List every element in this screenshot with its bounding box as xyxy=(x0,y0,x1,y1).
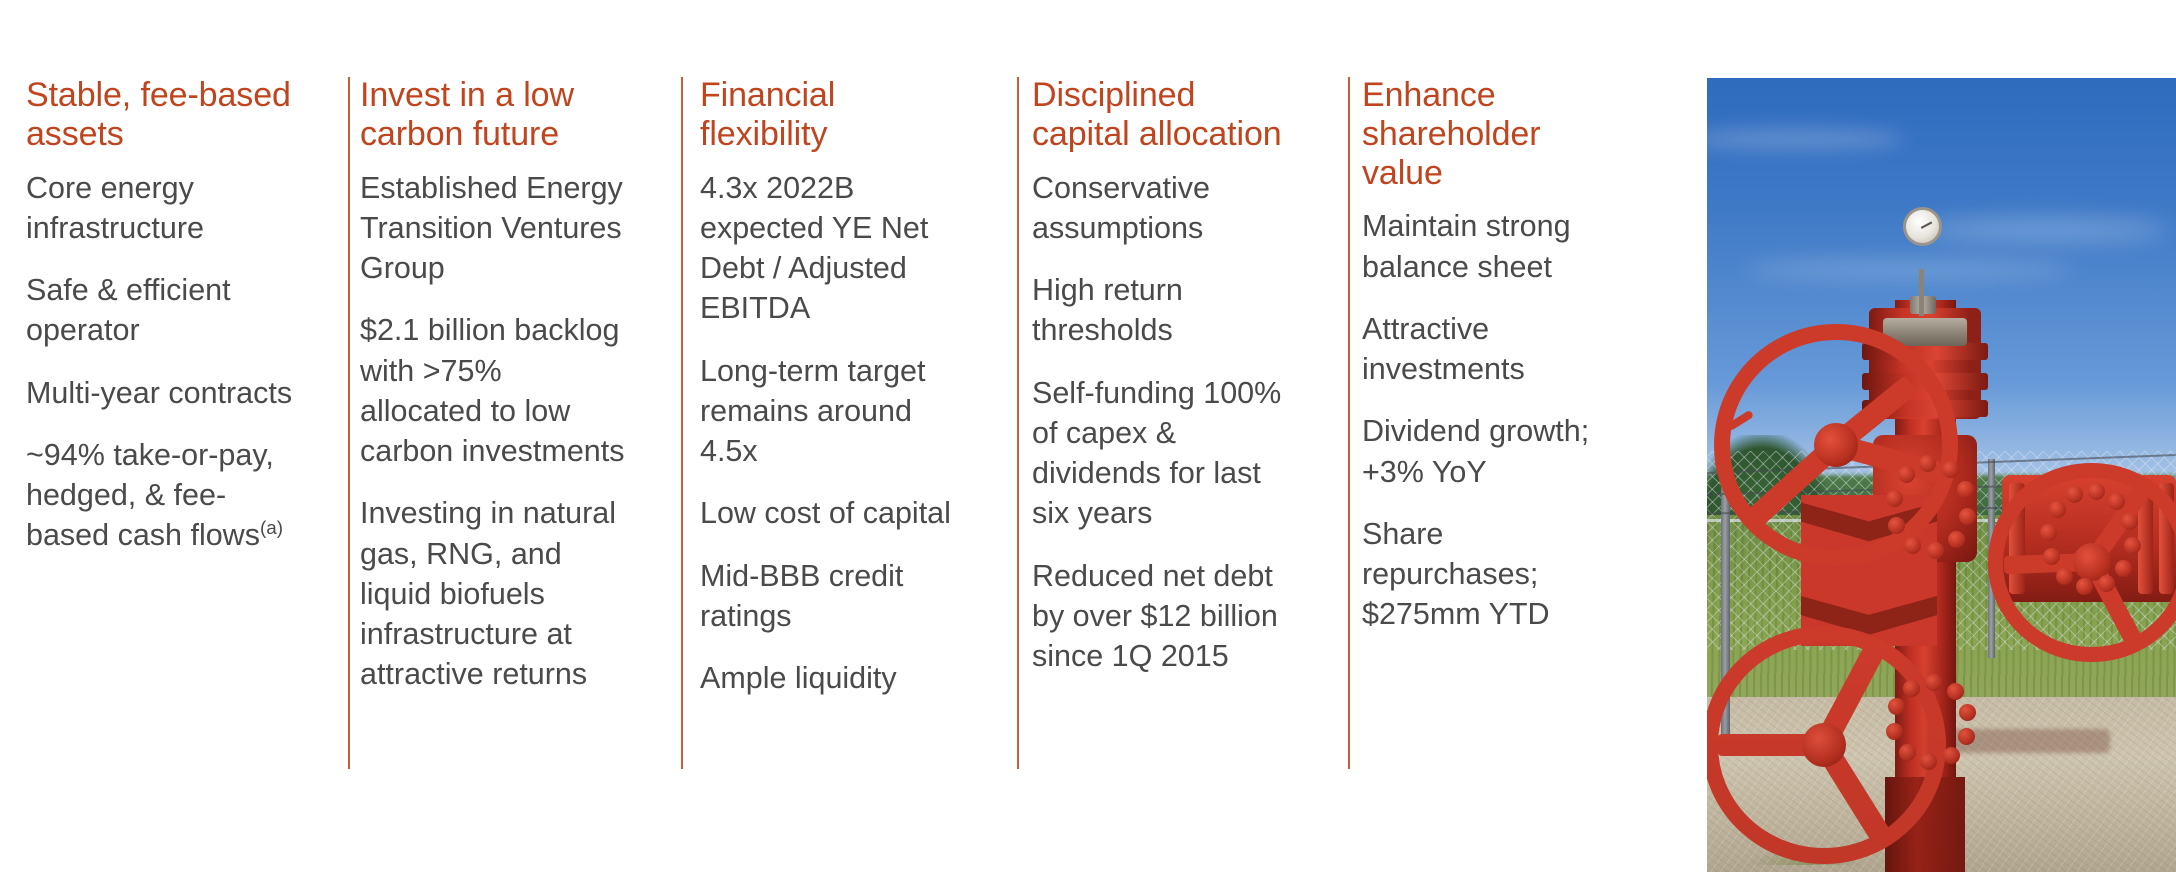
flange-bolt xyxy=(1898,743,1916,761)
column-stable-fee-based-assets: Stable, fee-based assets Core energy inf… xyxy=(26,76,294,556)
flange-bolt xyxy=(1926,542,1944,560)
wheel-nub xyxy=(1726,410,1755,432)
list-item: Dividend growth; +3% YoY xyxy=(1362,414,1590,489)
pressure-gauge-icon xyxy=(1903,207,1943,247)
flange-bolt xyxy=(2121,512,2139,530)
flange-bolt xyxy=(1920,752,1938,770)
list-item: ~94% take-or-pay, hedged, & fee-based ca… xyxy=(26,435,294,556)
list-item: Long-term target remains around 4.5x xyxy=(700,353,926,469)
flange-bolt xyxy=(1959,703,1977,721)
column-heading: Stable, fee-based assets xyxy=(26,76,291,153)
list-item: Safe & efficient operator xyxy=(26,273,231,348)
column-heading: Invest in a low carbon future xyxy=(360,76,574,153)
column-divider-2 xyxy=(681,77,683,769)
list-item: Self-funding 100% of capex & dividends f… xyxy=(1032,375,1282,531)
flange-bolt xyxy=(2056,568,2074,586)
flange-bolt xyxy=(1887,698,1905,716)
column-divider-1 xyxy=(348,77,350,769)
column-bullet-list: 4.3x 2022B expected YE Net Debt / Adjust… xyxy=(700,168,955,699)
column-disciplined-capital-allocation: Disciplined capital allocation Conservat… xyxy=(1032,76,1302,676)
flange-bolt xyxy=(1925,673,1943,691)
flange-bolt xyxy=(2066,486,2084,504)
list-item: Attractive investments xyxy=(1362,311,1525,386)
list-item: Core energy infrastructure xyxy=(26,170,204,245)
cloud xyxy=(1922,216,2167,243)
flange-bolt xyxy=(2076,577,2094,595)
list-item: Investing in natural gas, RNG, and liqui… xyxy=(360,496,617,692)
cloud xyxy=(1707,128,1904,150)
flange-bolt xyxy=(2040,523,2058,541)
column-heading: Financial flexibility xyxy=(700,76,836,153)
column-financial-flexibility: Financial flexibility 4.3x 2022B expecte… xyxy=(700,76,955,698)
list-item: $2.1 billion backlog with >75% allocated… xyxy=(360,313,625,468)
list-item: High return thresholds xyxy=(1032,273,1183,348)
list-item-text: ~94% take-or-pay, hedged, & fee-based ca… xyxy=(26,437,274,553)
list-item: Ample liquidity xyxy=(700,661,897,695)
list-item: Low cost of capital xyxy=(700,496,951,531)
flange-bolt xyxy=(2048,501,2066,519)
flange-bolt xyxy=(1946,682,1964,700)
flange-bolt xyxy=(2088,483,2106,501)
column-invest-low-carbon-future: Invest in a low carbon future Establishe… xyxy=(360,76,632,695)
flange-bolt xyxy=(2098,574,2115,592)
ground-debris xyxy=(1950,729,2111,753)
flange-bolt xyxy=(2108,493,2126,511)
cloud xyxy=(1744,258,2073,280)
flange-bolt xyxy=(1902,679,1920,697)
flange-bolt xyxy=(1903,536,1921,554)
flange-bolt xyxy=(1947,531,1965,549)
flange-bolt xyxy=(1886,489,1904,507)
flange-bolt xyxy=(1918,455,1936,473)
list-item: Multi-year contracts xyxy=(26,375,293,410)
flange-bolt xyxy=(2123,537,2141,555)
list-item: Share repurchases; $275mm YTD xyxy=(1362,516,1550,632)
list-item: 4.3x 2022B expected YE Net Debt / Adjust… xyxy=(700,170,929,326)
column-divider-3 xyxy=(1017,77,1019,769)
list-item: Established Energy Transition Ventures G… xyxy=(360,170,623,286)
footnote-marker: (a) xyxy=(259,518,284,540)
list-item: Reduced net debt by over $12 billion sin… xyxy=(1032,558,1278,674)
wellhead-assembly xyxy=(1707,78,2176,872)
fence-post xyxy=(1721,443,1731,738)
wheel-hub xyxy=(1802,722,1847,767)
list-item: Conservative assumptions xyxy=(1032,170,1210,245)
flange-bolt xyxy=(1957,728,1975,746)
column-heading: Enhance shareholder value xyxy=(1362,76,1541,192)
column-bullet-list: Maintain strong balance sheet Attractive… xyxy=(1362,206,1617,634)
flange-bolt xyxy=(1959,507,1977,525)
list-item: Mid-BBB credit ratings xyxy=(700,558,904,633)
column-enhance-shareholder-value: Enhance shareholder value Maintain stron… xyxy=(1362,76,1617,635)
gauge-stem xyxy=(1919,268,1925,317)
column-bullet-list: Core energy infrastructure Safe & effici… xyxy=(26,168,294,556)
flange-bolt xyxy=(1888,516,1906,534)
column-heading: Disciplined capital allocation xyxy=(1032,76,1282,153)
flange-bolt xyxy=(2043,548,2061,566)
value-proposition-columns: Stable, fee-based assets Core energy inf… xyxy=(26,76,1617,769)
flange-bolt xyxy=(1941,461,1959,478)
flange-bolt xyxy=(1897,466,1915,484)
valve-cap xyxy=(1882,317,1968,347)
valve-flange xyxy=(1861,343,1989,360)
flange-bolt xyxy=(1957,481,1975,499)
column-divider-4 xyxy=(1348,77,1350,769)
column-bullet-list: Established Energy Transition Ventures G… xyxy=(360,168,632,695)
column-bullet-list: Conservative assumptions High return thr… xyxy=(1032,168,1302,677)
wellhead-photo xyxy=(1707,78,2176,872)
flange-bolt xyxy=(1886,722,1904,740)
flange-bolt xyxy=(1942,746,1960,764)
list-item: Maintain strong balance sheet xyxy=(1362,209,1571,284)
flange-bolt xyxy=(2115,559,2133,577)
